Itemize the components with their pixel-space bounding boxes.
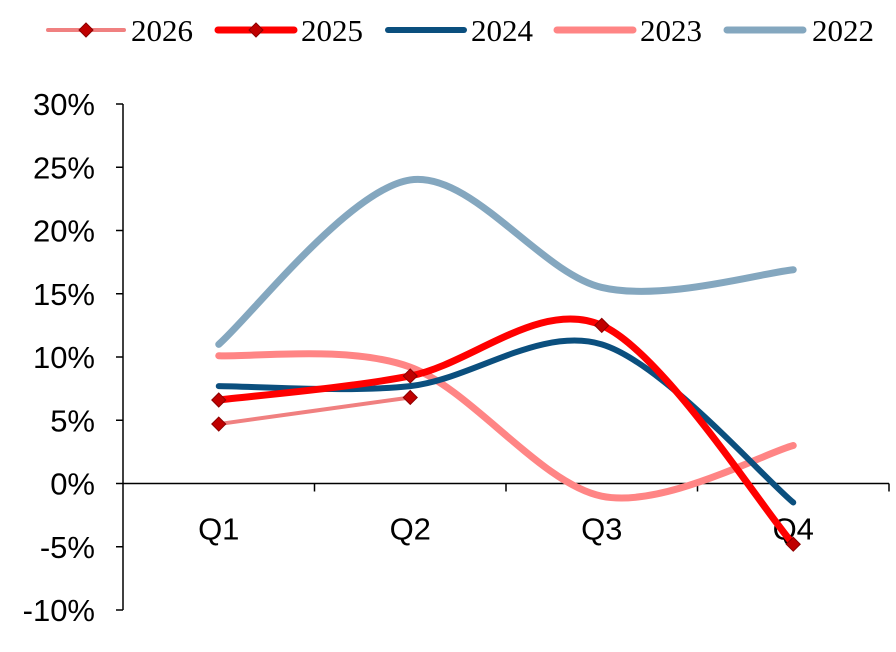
legend-item-2024: 2024 <box>385 13 534 48</box>
series-line-2022 <box>215 175 797 348</box>
series-line-2023 <box>215 350 797 502</box>
x-tick-label: Q3 <box>581 512 622 547</box>
y-tick-label: 25% <box>33 150 95 185</box>
legend-item-2023: 2023 <box>553 13 702 48</box>
data-point-2026 <box>211 416 227 432</box>
legend-item-2025: 2025 <box>214 13 363 48</box>
data-point-2026 <box>402 389 418 406</box>
y-tick-label: 20% <box>33 214 95 249</box>
legend-item-2026: 2026 <box>46 13 193 48</box>
legend-label-2025: 2025 <box>301 13 363 48</box>
legend-item-2022: 2022 <box>723 13 874 48</box>
legend-marker-2026 <box>78 22 94 38</box>
data-point-2025 <box>211 392 227 408</box>
series-2026 <box>211 389 418 432</box>
y-tick-label: 30% <box>33 87 95 122</box>
series-2022 <box>215 175 797 348</box>
legend-marker-2025 <box>248 22 264 38</box>
y-tick-label: 10% <box>33 340 95 375</box>
data-point-2025 <box>785 536 801 552</box>
x-tick-label: Q2 <box>390 512 431 547</box>
series-2025 <box>211 315 801 552</box>
legend-label-2026: 2026 <box>131 13 193 48</box>
data-point-2025 <box>402 368 418 384</box>
series-line-2026 <box>216 395 413 427</box>
series-layer <box>211 175 801 552</box>
y-tick-label: -10% <box>23 593 95 628</box>
y-tick-label: -5% <box>40 530 95 565</box>
series-line-2025 <box>215 315 797 548</box>
y-tick-label: 0% <box>50 467 95 502</box>
legend-label-2023: 2023 <box>640 13 702 48</box>
legend-label-2022: 2022 <box>812 13 874 48</box>
y-tick-label: 15% <box>33 277 95 312</box>
legend: 2026 2025 2024 2023 2022 <box>46 13 874 48</box>
y-tick-label: 5% <box>50 403 95 438</box>
x-tick-label: Q1 <box>198 512 239 547</box>
axes: -10%-5%0%5%10%15%20%25%30%Q1 Q2 Q3 Q4 <box>23 87 890 628</box>
legend-label-2024: 2024 <box>471 13 534 48</box>
data-point-2025 <box>594 317 610 334</box>
series-2023 <box>215 350 797 502</box>
